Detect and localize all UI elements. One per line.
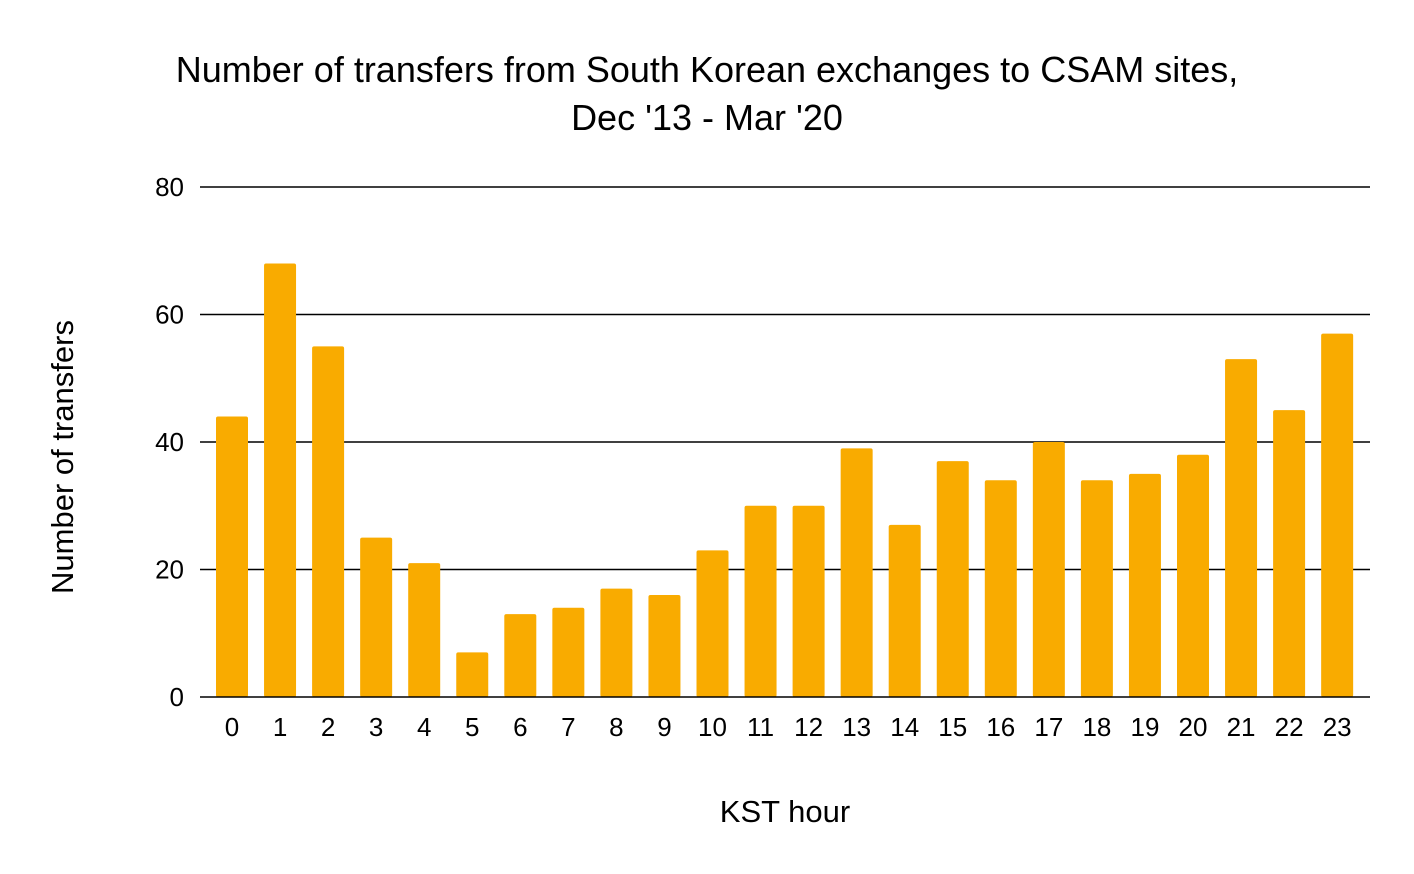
bar-hour-2: [312, 346, 345, 697]
bar-hour-22: [1273, 410, 1306, 697]
x-tick-label: 17: [1034, 712, 1063, 742]
bar-hour-23: [1321, 333, 1354, 697]
x-tick-label: 0: [225, 712, 239, 742]
bar-hour-6: [504, 614, 537, 697]
bar-hour-18: [1080, 480, 1113, 697]
bar-hour-0: [216, 416, 248, 697]
bar-hour-4: [408, 563, 441, 697]
x-tick-label: 18: [1082, 712, 1111, 742]
bar-hour-3: [360, 537, 393, 697]
x-tick-label: 5: [465, 712, 479, 742]
bar-hour-5: [456, 652, 489, 697]
bar-hour-19: [1128, 473, 1161, 697]
x-axis-ticks: 0 1 2 3 4 5 6 7 8 9 10 11 12 13 14 15 16 17 18 19 20 21 22 23: [225, 712, 1352, 742]
bar-hour-14: [888, 524, 921, 697]
y-tick-label: 20: [155, 555, 184, 585]
x-tick-label: 19: [1130, 712, 1159, 742]
x-tick-label: 15: [938, 712, 967, 742]
bar-hour-10: [696, 550, 729, 697]
x-tick-label: 10: [698, 712, 727, 742]
y-tick-label: 80: [155, 172, 184, 202]
x-tick-label: 4: [417, 712, 431, 742]
bar-hour-9: [648, 595, 681, 697]
chart-title: Number of transfers from South Korean ex…: [176, 49, 1238, 90]
bar-hour-8: [600, 588, 633, 697]
x-tick-label: 9: [657, 712, 671, 742]
y-axis-title: Number of transfers: [45, 320, 80, 594]
bar-hour-17: [1032, 442, 1065, 697]
y-tick-label: 0: [170, 682, 184, 712]
y-axis-ticks: 0 20 40 60 80: [155, 172, 184, 712]
bar-hour-12: [792, 505, 825, 697]
x-tick-label: 1: [273, 712, 287, 742]
x-tick-label: 12: [794, 712, 823, 742]
x-tick-label: 21: [1227, 712, 1256, 742]
x-tick-label: 13: [842, 712, 871, 742]
x-tick-label: 23: [1323, 712, 1352, 742]
x-tick-label: 8: [609, 712, 623, 742]
x-tick-label: 20: [1179, 712, 1208, 742]
x-axis-title: KST hour: [720, 794, 850, 829]
x-tick-label: 6: [513, 712, 527, 742]
bar-hour-21: [1225, 359, 1258, 697]
bar-hour-15: [936, 461, 969, 697]
x-tick-label: 3: [369, 712, 383, 742]
bars: [216, 263, 1354, 697]
x-tick-label: 7: [561, 712, 575, 742]
bar-hour-20: [1177, 454, 1209, 697]
gridlines: [200, 186, 1370, 571]
x-tick-label: 16: [986, 712, 1015, 742]
x-tick-label: 14: [890, 712, 919, 742]
bar-hour-13: [840, 448, 873, 697]
bar-hour-1: [264, 263, 297, 697]
x-tick-label: 2: [321, 712, 335, 742]
y-tick-label: 60: [155, 300, 184, 330]
bar-hour-16: [984, 480, 1017, 697]
chart-subtitle: Dec '13 - Mar '20: [571, 97, 843, 138]
y-tick-label: 40: [155, 427, 184, 457]
bar-hour-11: [744, 505, 777, 697]
x-tick-label: 11: [747, 712, 774, 742]
x-tick-label: 22: [1275, 712, 1304, 742]
bar-hour-7: [552, 607, 585, 697]
